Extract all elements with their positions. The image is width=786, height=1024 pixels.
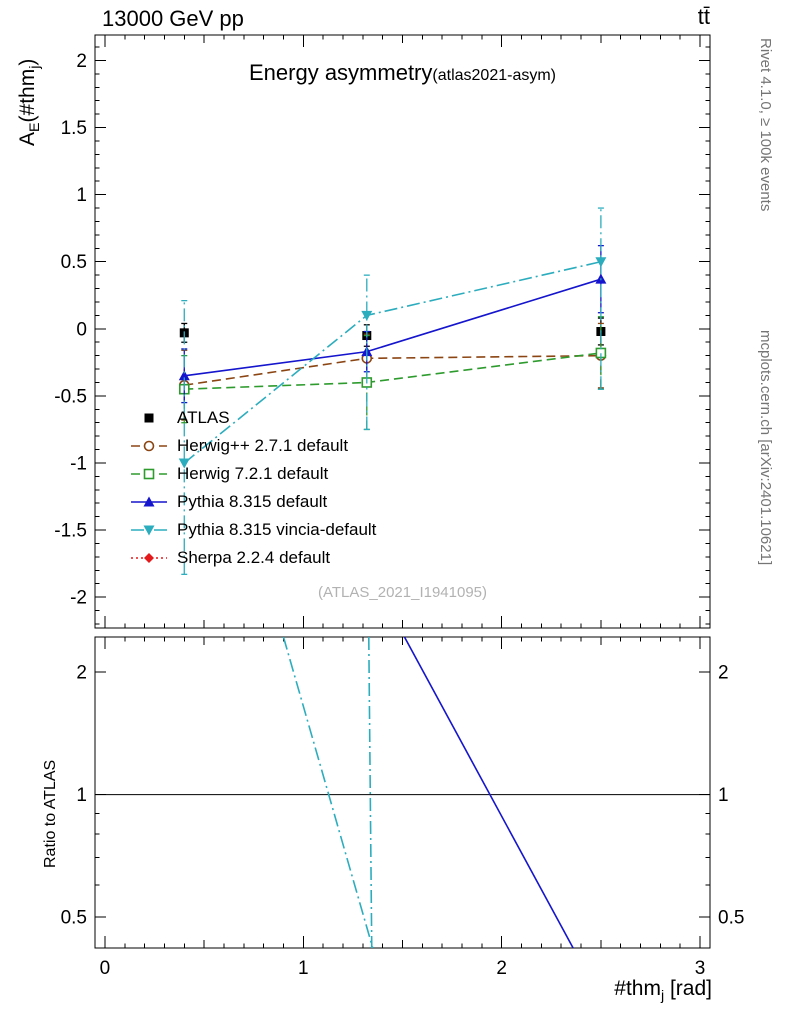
series-marker bbox=[143, 525, 155, 536]
y-tick-label: -2 bbox=[70, 588, 87, 609]
legend-marker-triangle-up bbox=[131, 496, 167, 507]
ratio-line-pythia-vincia-ratio-b bbox=[367, 637, 373, 948]
rivet-version-note: Rivet 4.1.0, ≥ 100k events bbox=[757, 38, 774, 212]
ratio-line-pythia-default-ratio bbox=[403, 637, 574, 948]
series-marker bbox=[144, 413, 154, 423]
ratio-tick-label-right: 2 bbox=[718, 663, 729, 684]
legend-item: Sherpa 2.2.4 default bbox=[130, 544, 376, 572]
y-tick-label: -1 bbox=[70, 453, 87, 474]
ratio-axis-label: Ratio to ATLAS bbox=[42, 759, 59, 868]
series-marker bbox=[178, 370, 190, 381]
y-tick-label: 0.5 bbox=[61, 252, 87, 273]
ratio-line-pythia-vincia-ratio-a bbox=[282, 637, 374, 948]
legend-label: Pythia 8.315 vincia-default bbox=[177, 520, 377, 539]
legend-label: Sherpa 2.2.4 default bbox=[177, 548, 331, 567]
legend-label: ATLAS bbox=[177, 408, 230, 427]
ratio-tick-label-right: 0.5 bbox=[718, 908, 744, 929]
legend-item: ATLAS bbox=[130, 404, 376, 432]
x-tick-label: 3 bbox=[695, 958, 706, 979]
legend-label: Herwig 7.2.1 default bbox=[177, 464, 329, 483]
process-label: tt̄ bbox=[697, 4, 710, 29]
legend-marker-circle-open bbox=[131, 440, 167, 452]
legend-marker-diamond bbox=[131, 553, 167, 563]
beam-energy-label: 13000 GeV pp bbox=[102, 6, 244, 31]
mcplots-credit-note: mcplots.cern.ch [arXiv:2401.10621] bbox=[757, 330, 774, 566]
x-axis-label: #thmj [rad] bbox=[614, 977, 712, 1005]
ratio-tick-label-left: 2 bbox=[76, 663, 87, 684]
series-marker bbox=[595, 257, 607, 268]
legend-item: Pythia 8.315 vincia-default bbox=[130, 516, 376, 544]
legend-item: Pythia 8.315 default bbox=[130, 488, 376, 516]
y-tick-label: -0.5 bbox=[54, 386, 87, 407]
series-marker bbox=[361, 310, 373, 321]
series-marker bbox=[144, 553, 154, 563]
series-marker bbox=[143, 468, 155, 480]
legend-marker-square-open bbox=[131, 468, 167, 480]
y-axis-label: AE(#thmj) bbox=[16, 58, 44, 146]
y-tick-label: 1.5 bbox=[61, 118, 87, 139]
x-tick-label: 2 bbox=[496, 958, 507, 979]
ratio-lines-layer bbox=[95, 637, 710, 948]
ratio-tick-label-left: 1 bbox=[76, 785, 87, 806]
legend: ATLAS Herwig++ 2.7.1 default Herwig 7.2.1 … bbox=[130, 404, 376, 572]
x-tick-label: 0 bbox=[100, 958, 111, 979]
legend-marker-square-filled bbox=[144, 413, 154, 423]
legend-label: Herwig++ 2.7.1 default bbox=[177, 436, 349, 455]
y-tick-label: 0 bbox=[76, 319, 87, 340]
ratio-tick-label-right: 1 bbox=[718, 785, 729, 806]
y-tick-label: -1.5 bbox=[54, 521, 87, 542]
plot-title: Energy asymmetry(atlas2021-asym) bbox=[249, 60, 556, 85]
series-marker bbox=[178, 458, 190, 469]
legend-marker-triangle-down bbox=[131, 525, 167, 536]
ratio-tick-label-left: 0.5 bbox=[61, 908, 87, 929]
main-series-layer bbox=[178, 207, 607, 575]
y-tick-label: 2 bbox=[76, 51, 87, 72]
analysis-id-watermark: (ATLAS_2021_I1941095) bbox=[317, 584, 487, 601]
legend-item: Herwig 7.2.1 default bbox=[130, 460, 376, 488]
series-marker bbox=[143, 496, 155, 507]
x-tick-label: 1 bbox=[298, 958, 309, 979]
legend-item: Herwig++ 2.7.1 default bbox=[130, 432, 376, 460]
panel-frame bbox=[94, 636, 711, 949]
y-tick-label: 1 bbox=[76, 185, 87, 206]
series-marker bbox=[143, 440, 155, 452]
legend-label: Pythia 8.315 default bbox=[177, 492, 328, 511]
